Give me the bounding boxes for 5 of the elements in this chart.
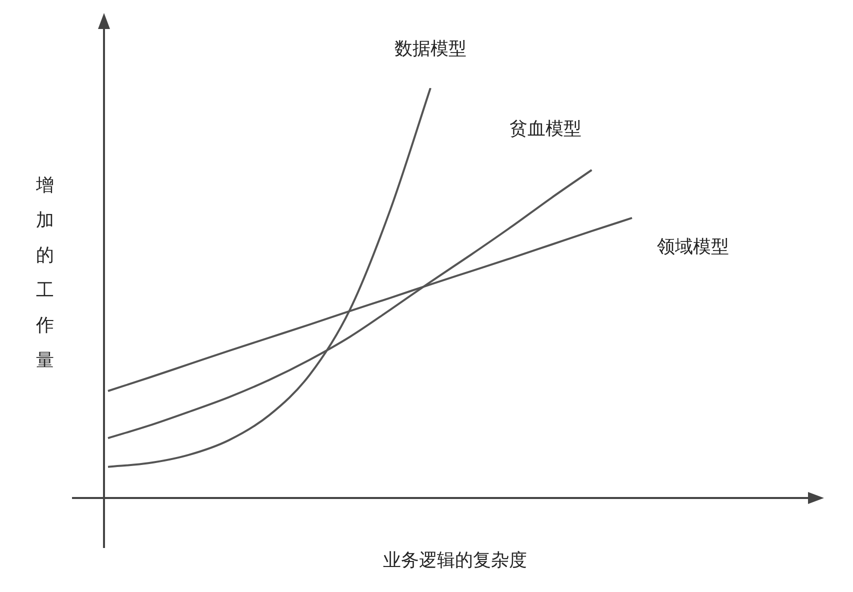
series-label: 贫血模型 — [510, 118, 582, 140]
y-axis-title: 增加的工作量 — [36, 174, 55, 373]
series-label: 领域模型 — [657, 236, 729, 258]
text: 数据模型 — [394, 38, 466, 60]
x-axis-title: 业务逻辑的复杂度 — [382, 549, 528, 572]
